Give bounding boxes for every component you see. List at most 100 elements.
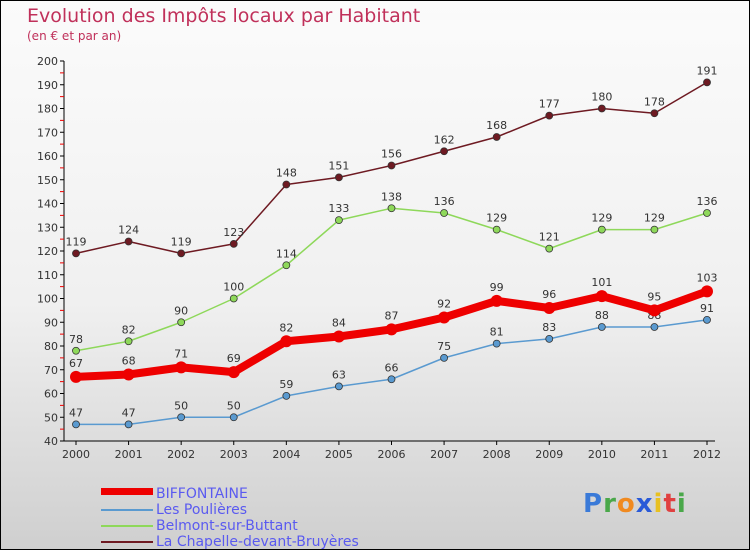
data-point (440, 147, 448, 156)
data-point (385, 323, 398, 336)
x-tick-label: 2005 (325, 448, 353, 461)
data-point (703, 78, 711, 87)
chart-subtitle: (en € et par an) (27, 29, 122, 43)
data-label: 129 (486, 212, 507, 225)
data-point (229, 294, 238, 303)
data-label: 119 (171, 235, 192, 248)
data-point (124, 337, 133, 346)
y-tick-label: 90 (44, 316, 58, 329)
legend-swatch (101, 541, 153, 543)
data-label: 121 (539, 231, 560, 244)
data-label: 162 (434, 133, 455, 146)
data-label: 63 (332, 368, 346, 381)
x-tick-label: 2010 (588, 448, 616, 461)
data-label: 177 (539, 98, 560, 111)
y-tick-label: 190 (37, 79, 58, 92)
x-tick-label: 2000 (62, 448, 90, 461)
data-point (545, 244, 554, 253)
data-point (438, 311, 451, 324)
y-tick-label: 200 (37, 55, 58, 68)
data-point (229, 413, 238, 422)
data-label: 68 (122, 355, 136, 368)
y-tick-label: 40 (44, 435, 58, 448)
data-point (229, 239, 238, 248)
data-label: 83 (542, 321, 556, 334)
legend-swatch (101, 509, 153, 511)
data-label: 119 (66, 235, 87, 248)
data-label: 91 (700, 302, 714, 315)
data-point (545, 334, 554, 343)
data-point (492, 339, 501, 348)
data-point (124, 420, 133, 429)
data-point (70, 370, 82, 383)
data-point (122, 368, 135, 381)
data-label: 103 (697, 271, 718, 284)
y-tick-label: 160 (37, 150, 58, 163)
data-point (490, 294, 503, 307)
data-point (387, 161, 396, 170)
data-point (282, 180, 291, 189)
data-label: 136 (434, 195, 455, 208)
x-tick-label: 2011 (640, 448, 668, 461)
data-label: 67 (69, 357, 83, 370)
y-tick-label: 120 (37, 245, 58, 258)
data-point (282, 391, 291, 400)
data-point (703, 315, 711, 324)
data-label: 138 (381, 190, 402, 203)
data-label: 133 (328, 202, 349, 215)
legend-label: BIFFONTAINE (156, 486, 248, 502)
data-point (124, 237, 133, 246)
data-label: 124 (118, 224, 139, 237)
legend-label: Les Poulières (156, 502, 248, 518)
x-tick-label: 2002 (167, 448, 195, 461)
data-point (175, 361, 188, 374)
data-label: 101 (591, 276, 612, 289)
data-label: 168 (486, 119, 507, 132)
x-tick-label: 2007 (430, 448, 458, 461)
data-point (72, 346, 80, 355)
x-tick-label: 2009 (535, 448, 563, 461)
data-point (387, 375, 396, 384)
data-label: 81 (490, 326, 504, 339)
data-label: 59 (279, 378, 293, 391)
data-label: 66 (385, 361, 399, 374)
data-point (650, 225, 659, 234)
data-point (701, 285, 713, 298)
data-label: 50 (227, 399, 241, 412)
data-point (595, 290, 608, 303)
proxiti-logo: Proxiti (583, 489, 687, 519)
data-point (597, 225, 606, 234)
data-label: 47 (69, 406, 83, 419)
data-label: 180 (591, 91, 612, 104)
data-label: 82 (279, 321, 293, 334)
data-point (545, 111, 554, 120)
data-label: 129 (591, 212, 612, 225)
y-tick-label: 100 (37, 293, 58, 306)
y-tick-label: 110 (37, 269, 58, 282)
data-point (72, 420, 80, 429)
data-point (440, 209, 448, 217)
y-tick-label: 170 (37, 126, 58, 139)
data-point (335, 382, 343, 391)
data-label: 136 (697, 195, 718, 208)
x-tick-label: 2008 (483, 448, 511, 461)
data-point (227, 366, 240, 379)
data-point (335, 216, 343, 225)
y-tick-label: 150 (37, 174, 58, 187)
data-label: 178 (644, 95, 665, 108)
data-point (703, 209, 711, 217)
data-point (597, 323, 606, 331)
data-label: 148 (276, 167, 297, 180)
data-point (280, 335, 293, 348)
chart-title: Evolution des Impôts locaux par Habitant (27, 5, 421, 27)
data-label: 129 (644, 212, 665, 225)
data-label: 75 (437, 340, 451, 353)
data-point (650, 109, 659, 118)
y-tick-label: 70 (44, 364, 58, 377)
data-point (335, 173, 343, 182)
data-label: 156 (381, 148, 402, 161)
data-label: 114 (276, 247, 297, 260)
data-point (387, 204, 396, 213)
x-tick-label: 2004 (272, 448, 300, 461)
data-label: 87 (385, 309, 399, 322)
